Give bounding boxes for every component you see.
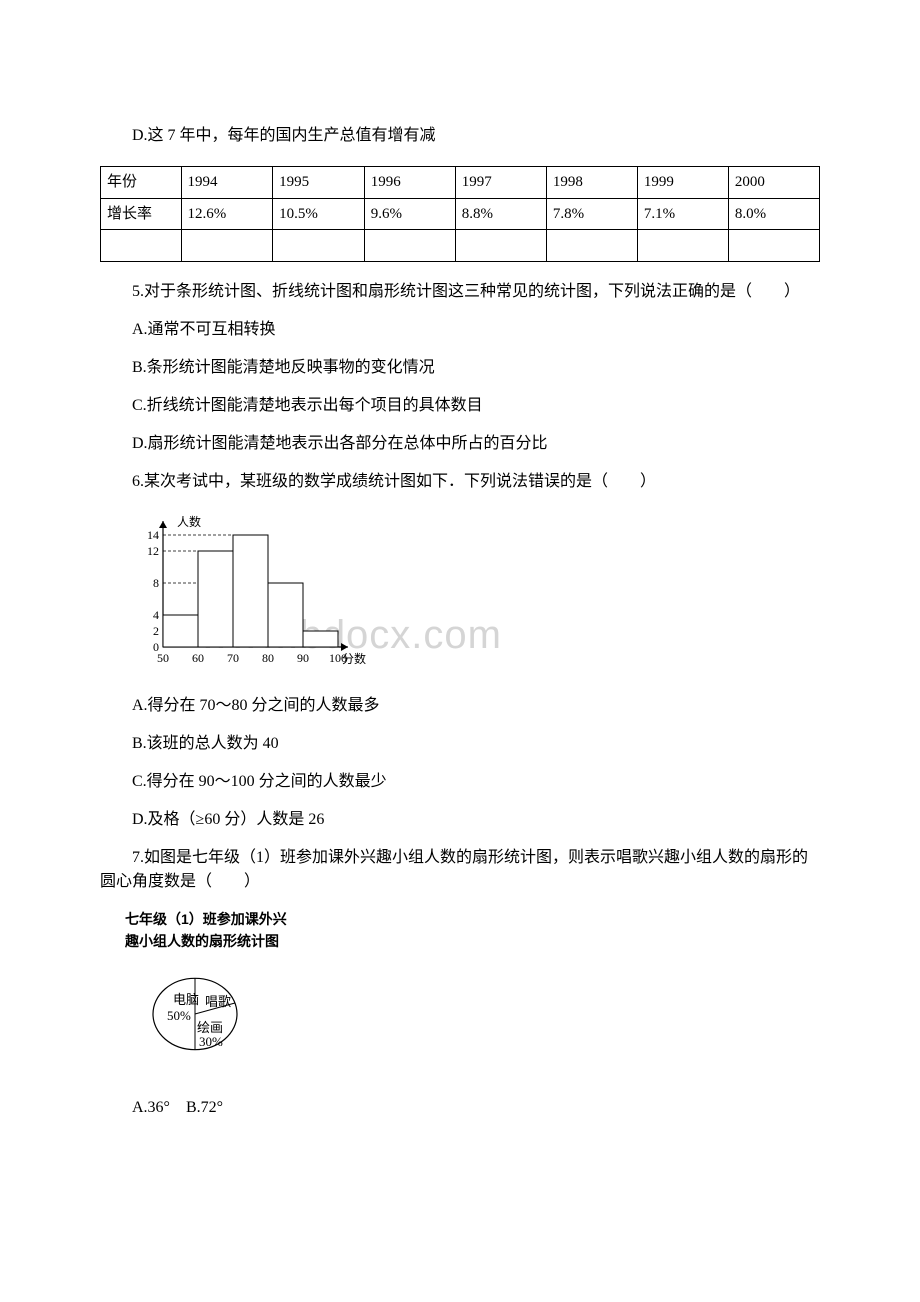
table-cell: 增长率 <box>101 198 182 230</box>
q6-option-a: A.得分在 70～80 分之间的人数最多 <box>100 694 820 718</box>
pie-title-1: 七年级（1）班参加课外兴 <box>125 910 820 928</box>
svg-text:14: 14 <box>147 528 159 542</box>
svg-text:绘画: 绘画 <box>197 1020 223 1035</box>
table-cell <box>364 230 455 262</box>
svg-text:50: 50 <box>157 651 169 665</box>
svg-text:90: 90 <box>297 651 309 665</box>
table-cell: 8.0% <box>728 198 819 230</box>
table-cell <box>546 230 637 262</box>
table-cell: 12.6% <box>181 198 273 230</box>
q4-option-d: D.这 7 年中，每年的国内生产总值有增有减 <box>100 124 820 148</box>
q5-option-a: A.通常不可互相转换 <box>100 318 820 342</box>
svg-text:60: 60 <box>192 651 204 665</box>
svg-text:30%: 30% <box>199 1034 223 1049</box>
q6-option-b: B.该班的总人数为 40 <box>100 732 820 756</box>
q6-option-d: D.及格（≥60 分）人数是 26 <box>100 808 820 832</box>
page-content: D.这 7 年中，每年的国内生产总值有增有减 年份 1994 1995 1996… <box>0 0 920 1194</box>
data-table: 年份 1994 1995 1996 1997 1998 1999 2000 增长… <box>100 166 820 262</box>
svg-text:人数: 人数 <box>177 514 201 529</box>
table-cell <box>637 230 728 262</box>
q6-text: 6.某次考试中，某班级的数学成绩统计图如下．下列说法错误的是（ ） <box>100 470 820 494</box>
table-cell <box>728 230 819 262</box>
table-cell: 1998 <box>546 167 637 199</box>
svg-text:分数: 分数 <box>342 651 366 666</box>
table-cell <box>273 230 365 262</box>
q5-text: 5.对于条形统计图、折线统计图和扇形统计图这三种常见的统计图，下列说法正确的是（… <box>100 280 820 304</box>
table-cell: 7.8% <box>546 198 637 230</box>
q5-option-b: B.条形统计图能清楚地反映事物的变化情况 <box>100 356 820 380</box>
q5-option-c: C.折线统计图能清楚地表示出每个项目的具体数目 <box>100 394 820 418</box>
svg-text:4: 4 <box>153 608 159 622</box>
svg-text:唱歌: 唱歌 <box>205 994 231 1009</box>
svg-text:70: 70 <box>227 651 239 665</box>
q7-pie-chart: 七年级（1）班参加课外兴 趣小组人数的扇形统计图 电脑50% 唱歌绘画30% <box>125 910 820 1082</box>
table-cell: 1997 <box>455 167 546 199</box>
table-cell <box>181 230 273 262</box>
q5-option-d: D.扇形统计图能清楚地表示出各部分在总体中所占的百分比 <box>100 432 820 456</box>
table-cell: 8.8% <box>455 198 546 230</box>
svg-text:2: 2 <box>153 624 159 638</box>
table-cell: 1999 <box>637 167 728 199</box>
svg-text:电脑: 电脑 <box>173 992 199 1007</box>
q7-text: 7.如图是七年级（1）班参加课外兴趣小组人数的扇形统计图，则表示唱歌兴趣小组人数… <box>100 846 820 894</box>
table-row: 增长率 12.6% 10.5% 9.6% 8.8% 7.8% 7.1% 8.0% <box>101 198 820 230</box>
table-row <box>101 230 820 262</box>
table-cell: 9.6% <box>364 198 455 230</box>
table-cell: 7.1% <box>637 198 728 230</box>
table-row: 年份 1994 1995 1996 1997 1998 1999 2000 <box>101 167 820 199</box>
table-cell: 1994 <box>181 167 273 199</box>
svg-text:8: 8 <box>153 576 159 590</box>
table-cell: 年份 <box>101 167 182 199</box>
table-cell <box>101 230 182 262</box>
svg-text:12: 12 <box>147 544 159 558</box>
table-cell: 2000 <box>728 167 819 199</box>
q6-bar-chart: 024812145060708090100人数分数 <box>128 512 820 680</box>
table-cell: 1995 <box>273 167 365 199</box>
table-cell: 10.5% <box>273 198 365 230</box>
q6-option-c: C.得分在 90～100 分之间的人数最少 <box>100 770 820 794</box>
table-cell: 1996 <box>364 167 455 199</box>
pie-title-2: 趣小组人数的扇形统计图 <box>125 932 820 950</box>
table-cell <box>455 230 546 262</box>
svg-text:80: 80 <box>262 651 274 665</box>
q7-options: A.36° B.72° <box>100 1096 820 1120</box>
svg-text:50%: 50% <box>167 1008 191 1023</box>
